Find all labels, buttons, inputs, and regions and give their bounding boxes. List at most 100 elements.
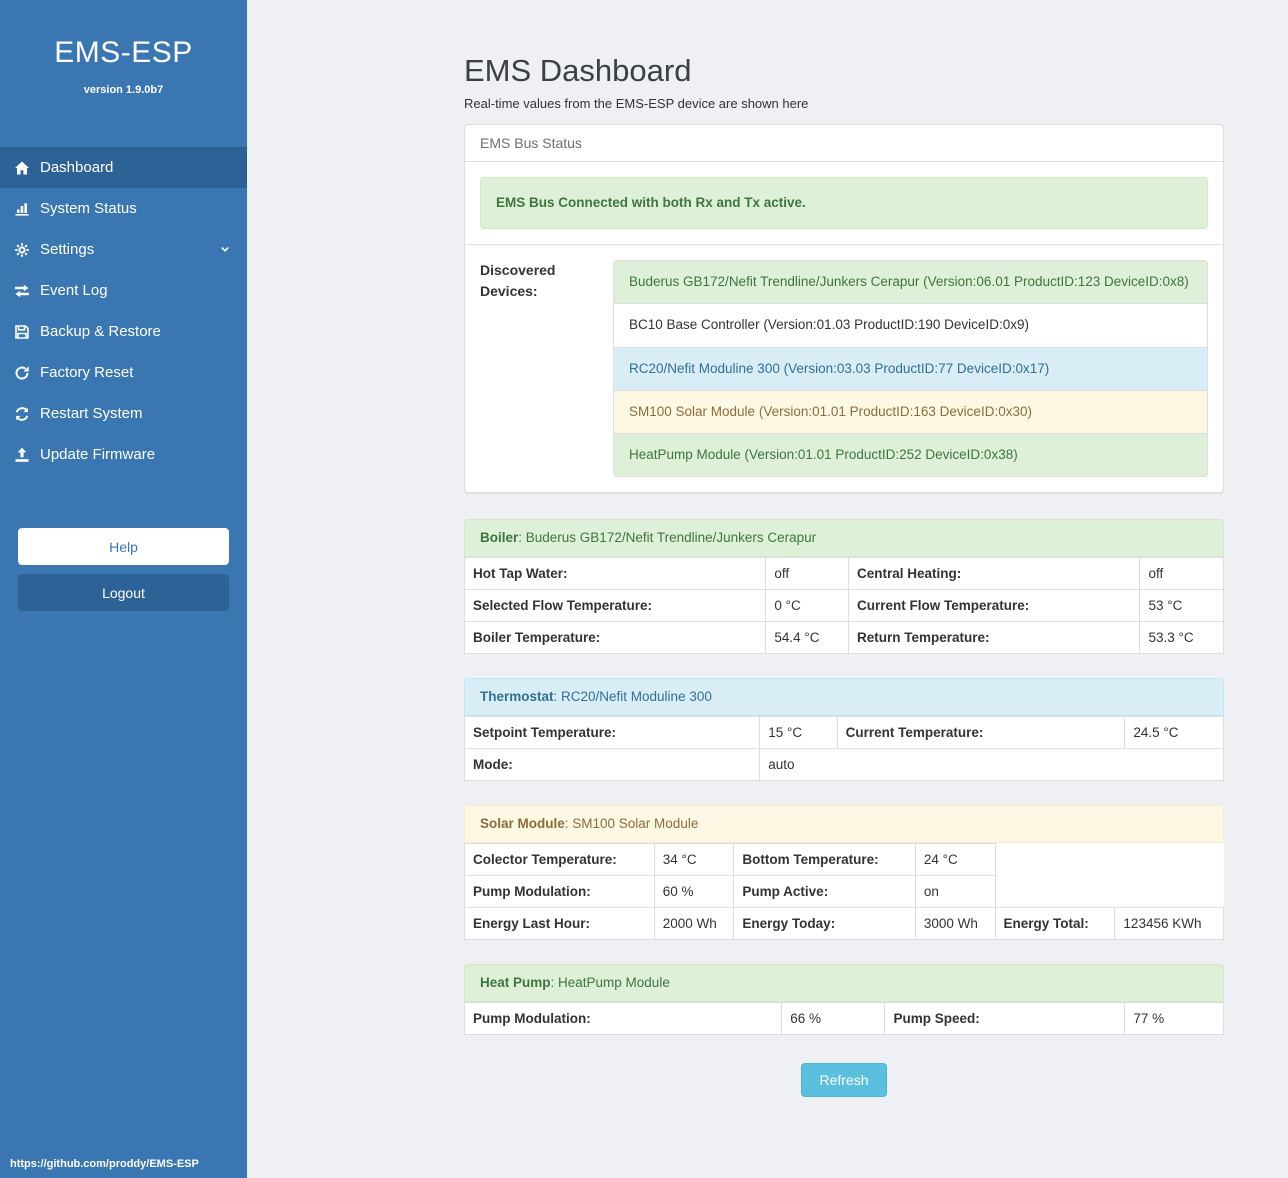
table-row: Boiler Temperature: 54.4 °C Return Tempe… bbox=[463, 621, 1224, 655]
cell-label: Energy Today: bbox=[733, 907, 916, 941]
table-row: Hot Tap Water: off Central Heating: off bbox=[463, 557, 1224, 591]
factory-reset-icon bbox=[14, 365, 30, 381]
cell-label: Pump Active: bbox=[733, 875, 916, 909]
app-version: version 1.9.0b7 bbox=[83, 84, 164, 96]
sidebar-item-event-log[interactable]: Event Log bbox=[0, 270, 247, 311]
table-row: Colector Temperature: 34 °C Bottom Tempe… bbox=[464, 843, 1224, 877]
sidebar-item-label: Settings bbox=[40, 241, 95, 258]
cell-value: 66 % bbox=[781, 1002, 886, 1036]
table-row: Mode: auto bbox=[463, 748, 1224, 782]
solar-module-panel: Solar Module: SM100 Solar Module Colecto… bbox=[464, 805, 1224, 941]
cell-label: Boiler Temperature: bbox=[463, 621, 767, 655]
solar-module-heading: Solar Module: SM100 Solar Module bbox=[464, 805, 1224, 844]
boiler-table: Hot Tap Water: off Central Heating: off … bbox=[463, 557, 1224, 655]
ems-bus-status-panel: EMS Bus Status EMS Bus Connected with bo… bbox=[464, 124, 1224, 494]
thermostat-heading: Thermostat: RC20/Nefit Moduline 300 bbox=[464, 678, 1224, 717]
sidebar-item-update-firmware[interactable]: Update Firmware bbox=[0, 434, 247, 475]
ems-bus-status-heading: EMS Bus Status bbox=[465, 125, 1223, 162]
solar-module-title: Solar Module bbox=[480, 816, 565, 832]
cell-label: Pump Modulation: bbox=[464, 875, 655, 909]
thermostat-title: Thermostat bbox=[480, 689, 554, 705]
main-area: EMS Dashboard Real-time values from the … bbox=[247, 0, 1288, 1178]
sidebar-item-label: Event Log bbox=[40, 282, 108, 299]
page-title: EMS Dashboard bbox=[464, 53, 692, 88]
cell-label: Current Temperature: bbox=[836, 716, 1126, 750]
cell-value: 2000 Wh bbox=[653, 907, 735, 941]
bus-status-alert: EMS Bus Connected with both Rx and Tx ac… bbox=[480, 177, 1208, 229]
github-link[interactable]: https://github.com/proddy/EMS-ESP bbox=[10, 1158, 199, 1170]
table-row: Pump Modulation: 60 % Pump Active: on bbox=[464, 875, 1224, 909]
bus-status-body: EMS Bus Connected with both Rx and Tx ac… bbox=[465, 162, 1223, 244]
cell-empty bbox=[995, 875, 1224, 908]
table-row: Energy Last Hour: 2000 Wh Energy Today: … bbox=[464, 907, 1224, 941]
cell-label: Colector Temperature: bbox=[464, 843, 655, 877]
thermostat-panel: Thermostat: RC20/Nefit Moduline 300 Setp… bbox=[463, 678, 1224, 782]
sidebar-item-label: Restart System bbox=[40, 405, 143, 422]
sidebar-item-dashboard[interactable]: Dashboard bbox=[0, 147, 247, 188]
brand: EMS-ESP version 1.9.0b7 bbox=[0, 0, 247, 96]
cell-label: Central Heating: bbox=[848, 557, 1141, 591]
content: EMS Dashboard Real-time values from the … bbox=[463, 52, 1224, 1137]
gear-icon bbox=[14, 242, 30, 258]
solar-module-device-name: : SM100 Solar Module bbox=[564, 816, 699, 832]
discovered-devices-section: Discovered Devices: Buderus GB172/Nefit … bbox=[465, 244, 1223, 492]
page-subtitle: Real-time values from the EMS-ESP device… bbox=[464, 96, 809, 111]
solar-module-table: Colector Temperature: 34 °C Bottom Tempe… bbox=[464, 843, 1224, 941]
cell-label: Pump Speed: bbox=[884, 1002, 1126, 1036]
table-row: Selected Flow Temperature: 0 °C Current … bbox=[463, 589, 1224, 623]
sidebar-item-factory-reset[interactable]: Factory Reset bbox=[0, 352, 247, 393]
cell-value: 60 % bbox=[653, 875, 735, 909]
cell-value: auto bbox=[759, 748, 1224, 782]
cell-value: 3000 Wh bbox=[914, 907, 996, 941]
boiler-title: Boiler bbox=[480, 530, 519, 546]
upload-icon bbox=[14, 447, 30, 463]
boiler-panel: Boiler: Buderus GB172/Nefit Trendline/Ju… bbox=[463, 519, 1224, 655]
sidebar-nav: Dashboard System Status Settings bbox=[0, 147, 247, 475]
cell-label: Energy Last Hour: bbox=[464, 907, 655, 941]
cell-value: off bbox=[1139, 557, 1224, 591]
chevron-down-icon bbox=[219, 244, 231, 256]
cell-empty bbox=[995, 843, 1224, 876]
cell-value: 15 °C bbox=[759, 716, 838, 750]
sidebar: EMS-ESP version 1.9.0b7 Dashboard System… bbox=[0, 0, 247, 1178]
device-item: SM100 Solar Module (Version:01.01 Produc… bbox=[613, 389, 1208, 434]
cell-value: 24.5 °C bbox=[1124, 716, 1224, 750]
cell-value: 123456 KWh bbox=[1114, 907, 1224, 941]
table-row: Pump Modulation: 66 % Pump Speed: 77 % bbox=[463, 1002, 1224, 1036]
refresh-area: Refresh bbox=[464, 1059, 1224, 1137]
thermostat-table: Setpoint Temperature: 15 °C Current Temp… bbox=[463, 716, 1224, 782]
cell-value: 54.4 °C bbox=[765, 621, 850, 655]
help-button[interactable]: Help bbox=[18, 528, 229, 565]
heat-pump-device-name: : HeatPump Module bbox=[550, 975, 670, 991]
cell-label: Current Flow Temperature: bbox=[848, 589, 1141, 623]
app-title: EMS-ESP bbox=[54, 36, 193, 69]
event-log-icon bbox=[14, 283, 30, 299]
sidebar-item-system-status[interactable]: System Status bbox=[0, 188, 247, 229]
sidebar-item-settings[interactable]: Settings bbox=[0, 229, 247, 270]
discovered-devices-label: Discovered Devices: bbox=[480, 262, 556, 299]
heat-pump-title: Heat Pump bbox=[480, 975, 551, 991]
heat-pump-heading: Heat Pump: HeatPump Module bbox=[464, 964, 1224, 1003]
cell-value: 0 °C bbox=[765, 589, 850, 623]
refresh-button[interactable]: Refresh bbox=[801, 1063, 887, 1098]
cell-label: Setpoint Temperature: bbox=[463, 716, 761, 750]
restart-icon bbox=[14, 406, 30, 422]
boiler-heading: Boiler: Buderus GB172/Nefit Trendline/Ju… bbox=[464, 519, 1224, 558]
sidebar-item-label: Update Firmware bbox=[40, 446, 156, 463]
cell-value: 53 °C bbox=[1139, 589, 1224, 623]
cell-value: on bbox=[914, 875, 996, 909]
device-item: Buderus GB172/Nefit Trendline/Junkers Ce… bbox=[613, 260, 1208, 305]
table-row: Setpoint Temperature: 15 °C Current Temp… bbox=[463, 716, 1224, 750]
logout-button[interactable]: Logout bbox=[18, 574, 229, 611]
sidebar-item-backup-restore[interactable]: Backup & Restore bbox=[0, 311, 247, 352]
sidebar-item-label: Dashboard bbox=[40, 159, 114, 176]
sidebar-item-restart-system[interactable]: Restart System bbox=[0, 393, 247, 434]
device-item: BC10 Base Controller (Version:01.03 Prod… bbox=[613, 303, 1208, 348]
cell-value: 77 % bbox=[1124, 1002, 1224, 1036]
cell-label: Hot Tap Water: bbox=[463, 557, 767, 591]
backup-icon bbox=[14, 324, 30, 340]
thermostat-device-name: : RC20/Nefit Moduline 300 bbox=[553, 689, 712, 705]
cell-value: 34 °C bbox=[653, 843, 735, 877]
heat-pump-panel: Heat Pump: HeatPump Module Pump Modulati… bbox=[463, 964, 1224, 1036]
